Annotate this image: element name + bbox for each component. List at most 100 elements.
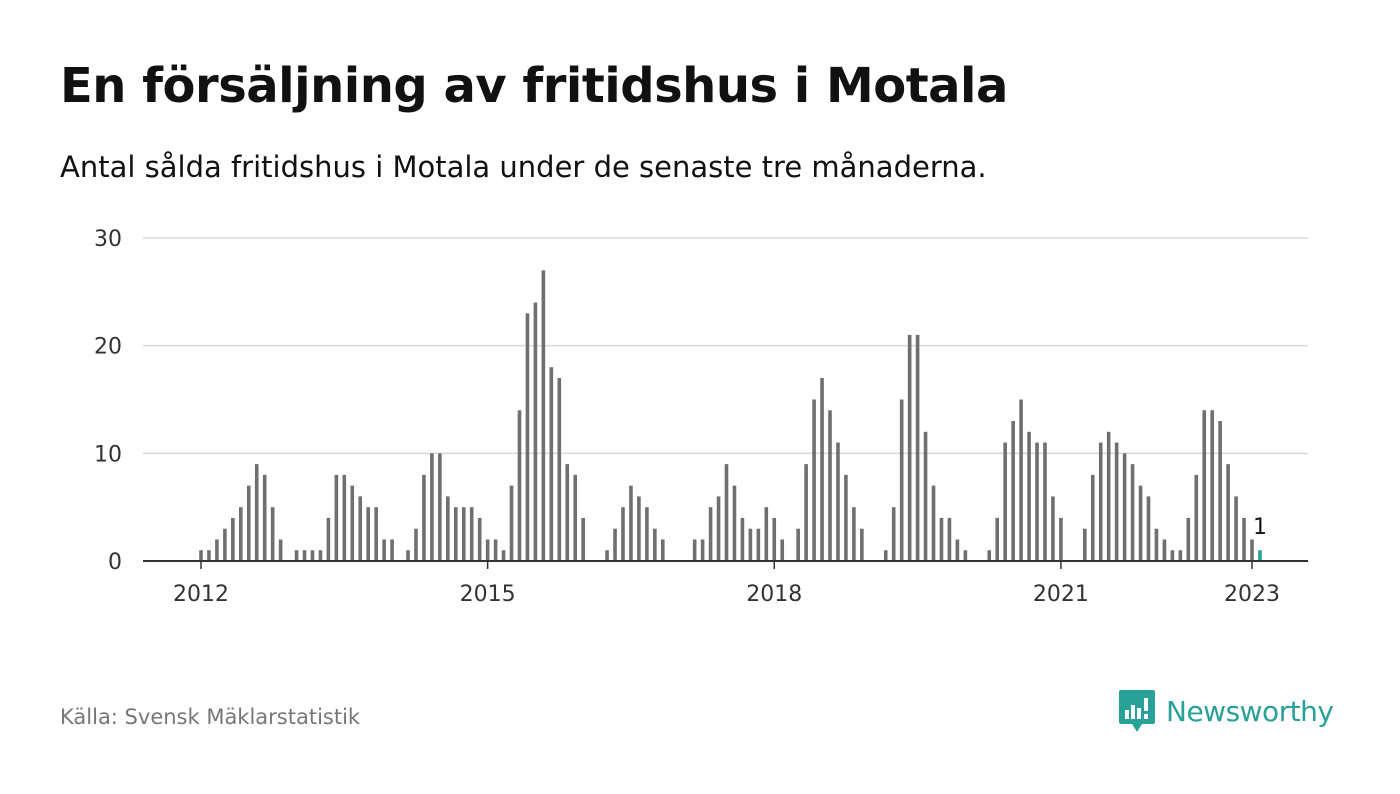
bar bbox=[215, 539, 219, 561]
bar bbox=[525, 313, 530, 561]
bar bbox=[836, 442, 840, 561]
gridlines bbox=[143, 237, 1308, 455]
bar bbox=[1202, 410, 1207, 561]
bar bbox=[852, 507, 856, 561]
bar bbox=[812, 399, 816, 561]
bar bbox=[223, 528, 227, 561]
bar bbox=[915, 334, 920, 561]
bar bbox=[517, 410, 522, 561]
bar bbox=[1178, 550, 1183, 561]
bar bbox=[334, 474, 339, 561]
bar bbox=[1170, 550, 1175, 561]
bar bbox=[947, 517, 952, 561]
bar bbox=[732, 485, 737, 561]
bar bbox=[995, 517, 1000, 561]
bar bbox=[844, 474, 848, 561]
bar bbox=[438, 453, 442, 561]
bar bbox=[700, 539, 705, 561]
bar bbox=[446, 496, 450, 561]
bar-latest bbox=[1258, 550, 1262, 561]
bar bbox=[366, 507, 370, 561]
x-tick-label: 2021 bbox=[1033, 582, 1089, 607]
x-tick-label: 2018 bbox=[746, 582, 802, 607]
bar bbox=[931, 485, 936, 561]
bar bbox=[939, 517, 944, 561]
newsworthy-logo[interactable]: Newsworthy bbox=[1118, 688, 1334, 734]
bar bbox=[987, 550, 992, 561]
bar bbox=[414, 528, 418, 561]
bar bbox=[1043, 442, 1047, 561]
bar bbox=[501, 550, 506, 561]
bar bbox=[1242, 517, 1246, 561]
x-tick-label: 2012 bbox=[173, 582, 229, 607]
bar bbox=[199, 550, 203, 561]
bar bbox=[764, 507, 769, 561]
bar bbox=[453, 507, 458, 561]
bar bbox=[302, 550, 307, 561]
bar bbox=[692, 539, 697, 561]
bar bbox=[310, 550, 315, 561]
x-tick-label: 2023 bbox=[1224, 582, 1280, 607]
bar bbox=[318, 550, 323, 561]
bar bbox=[509, 485, 514, 561]
bar bbox=[820, 377, 824, 561]
bar bbox=[1011, 421, 1015, 561]
bar bbox=[461, 507, 466, 561]
bar bbox=[207, 550, 211, 561]
bar bbox=[239, 507, 243, 561]
bar bbox=[557, 377, 562, 561]
bar bbox=[716, 496, 721, 561]
bar bbox=[1059, 517, 1063, 561]
bar bbox=[804, 464, 808, 561]
bar bbox=[860, 528, 864, 561]
bar bbox=[1083, 528, 1087, 561]
bar bbox=[1162, 539, 1167, 561]
bar bbox=[796, 528, 800, 561]
bar bbox=[923, 431, 928, 561]
bar bbox=[270, 507, 275, 561]
y-tick-label: 0 bbox=[108, 550, 122, 575]
bar bbox=[605, 550, 609, 561]
bar bbox=[963, 550, 968, 561]
bar bbox=[637, 496, 641, 561]
bar bbox=[1035, 442, 1039, 561]
newsworthy-logo-icon bbox=[1119, 690, 1155, 732]
bar bbox=[1130, 464, 1135, 561]
bars bbox=[199, 270, 1262, 561]
bar bbox=[645, 507, 649, 561]
bar bbox=[262, 474, 267, 561]
bar bbox=[1186, 517, 1191, 561]
bar bbox=[1027, 431, 1031, 561]
bar bbox=[1106, 431, 1111, 561]
bar bbox=[740, 517, 745, 561]
bar bbox=[422, 474, 426, 561]
bar bbox=[358, 496, 363, 561]
bar bbox=[1138, 485, 1143, 561]
bar bbox=[1154, 528, 1159, 561]
bar bbox=[246, 485, 251, 561]
latest-value-label: 1 bbox=[1253, 515, 1267, 540]
bar bbox=[1234, 496, 1238, 561]
bar bbox=[1090, 474, 1095, 561]
bar bbox=[621, 507, 625, 561]
bar bbox=[565, 464, 570, 561]
bar bbox=[493, 539, 498, 561]
bar bbox=[254, 464, 259, 561]
bar bbox=[1114, 442, 1119, 561]
y-tick-label: 10 bbox=[94, 442, 122, 467]
bar bbox=[430, 453, 434, 561]
bar bbox=[581, 517, 585, 561]
bar bbox=[541, 270, 546, 561]
bar bbox=[1019, 399, 1023, 561]
bar bbox=[748, 528, 753, 561]
bar bbox=[1194, 474, 1199, 561]
bar bbox=[406, 550, 410, 561]
bar bbox=[469, 507, 474, 561]
bar bbox=[294, 550, 299, 561]
bar bbox=[1098, 442, 1103, 561]
bar bbox=[350, 485, 355, 561]
bar bbox=[653, 528, 657, 561]
bar bbox=[326, 517, 331, 561]
bar bbox=[1210, 410, 1214, 561]
bar bbox=[955, 539, 960, 561]
